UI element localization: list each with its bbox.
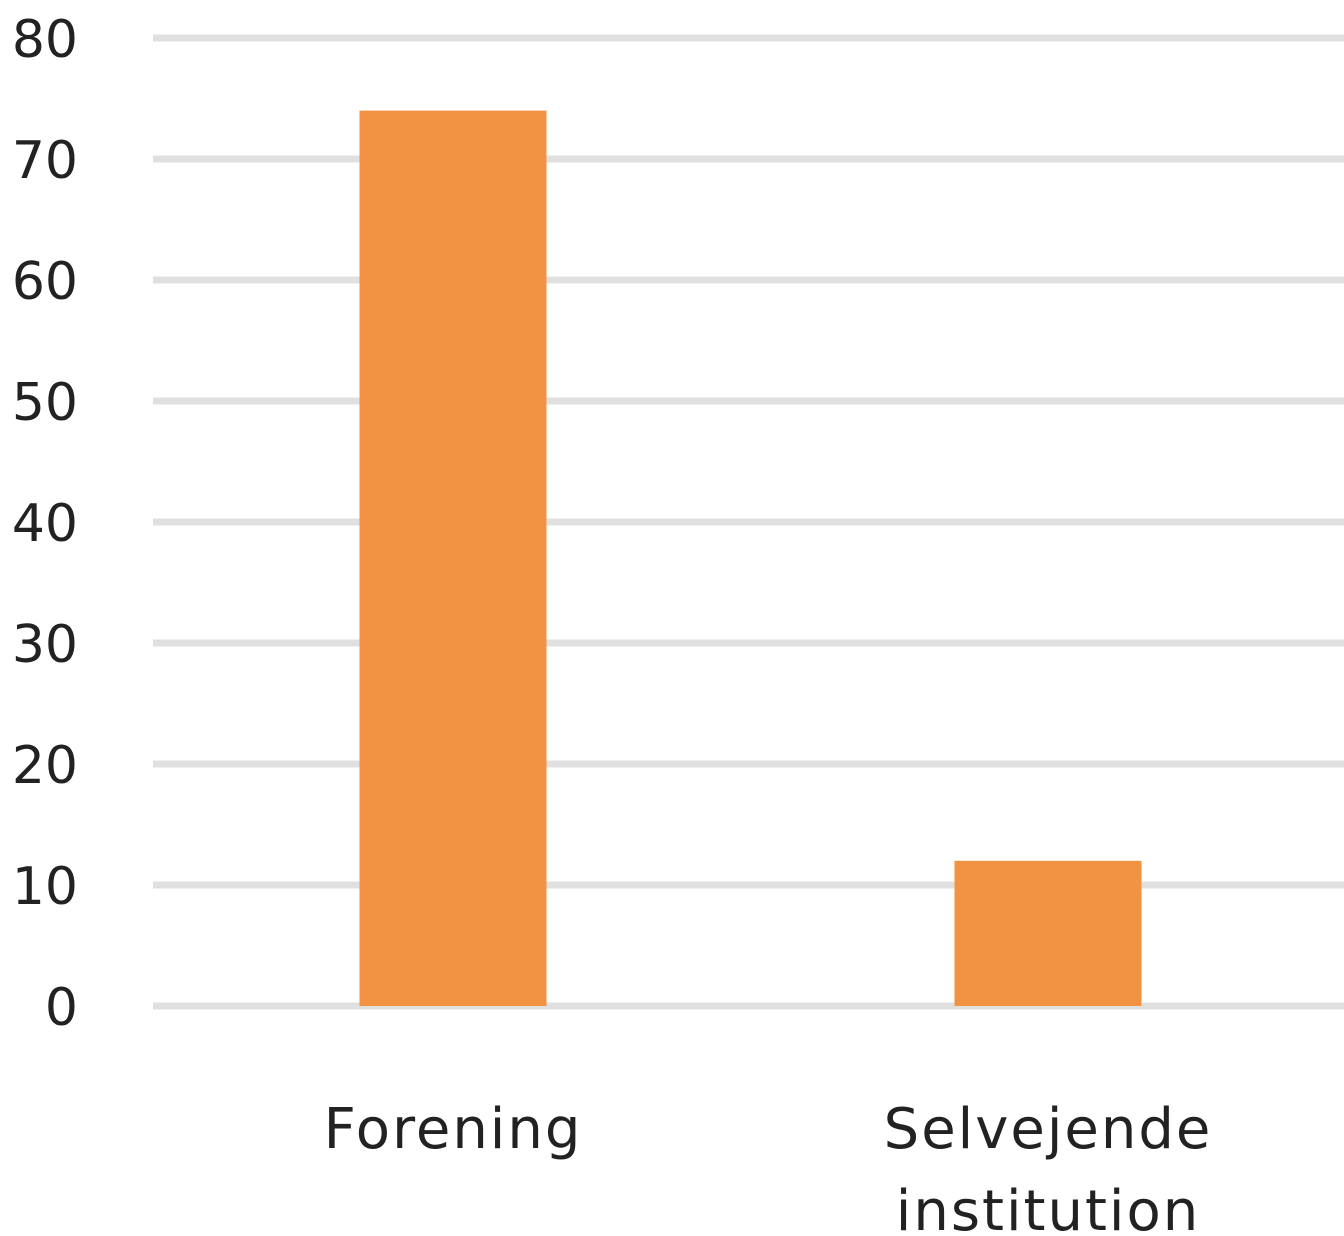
x-category-label: Forening <box>324 1097 583 1162</box>
y-tick-label: 60 <box>12 252 78 312</box>
y-tick-label: 0 <box>45 978 78 1038</box>
bar <box>359 110 547 1007</box>
y-tick-label: 70 <box>12 131 78 191</box>
y-tick-label: 40 <box>12 494 78 554</box>
y-tick-label: 50 <box>12 373 78 433</box>
y-tick-label: 20 <box>12 736 78 796</box>
y-tick-label: 10 <box>12 857 78 917</box>
gridlines <box>153 34 1344 1010</box>
x-axis-labels: Forening Selvejende institution <box>324 1097 1213 1236</box>
y-tick-label: 30 <box>12 615 78 675</box>
x-category-label: Selvejende <box>884 1097 1213 1162</box>
y-tick-label: 80 <box>12 10 78 70</box>
bars <box>359 110 1142 1007</box>
bar <box>954 860 1142 1006</box>
y-axis-ticks: 0 10 20 30 40 50 60 70 80 <box>12 10 78 1038</box>
x-category-label: institution <box>896 1179 1200 1236</box>
